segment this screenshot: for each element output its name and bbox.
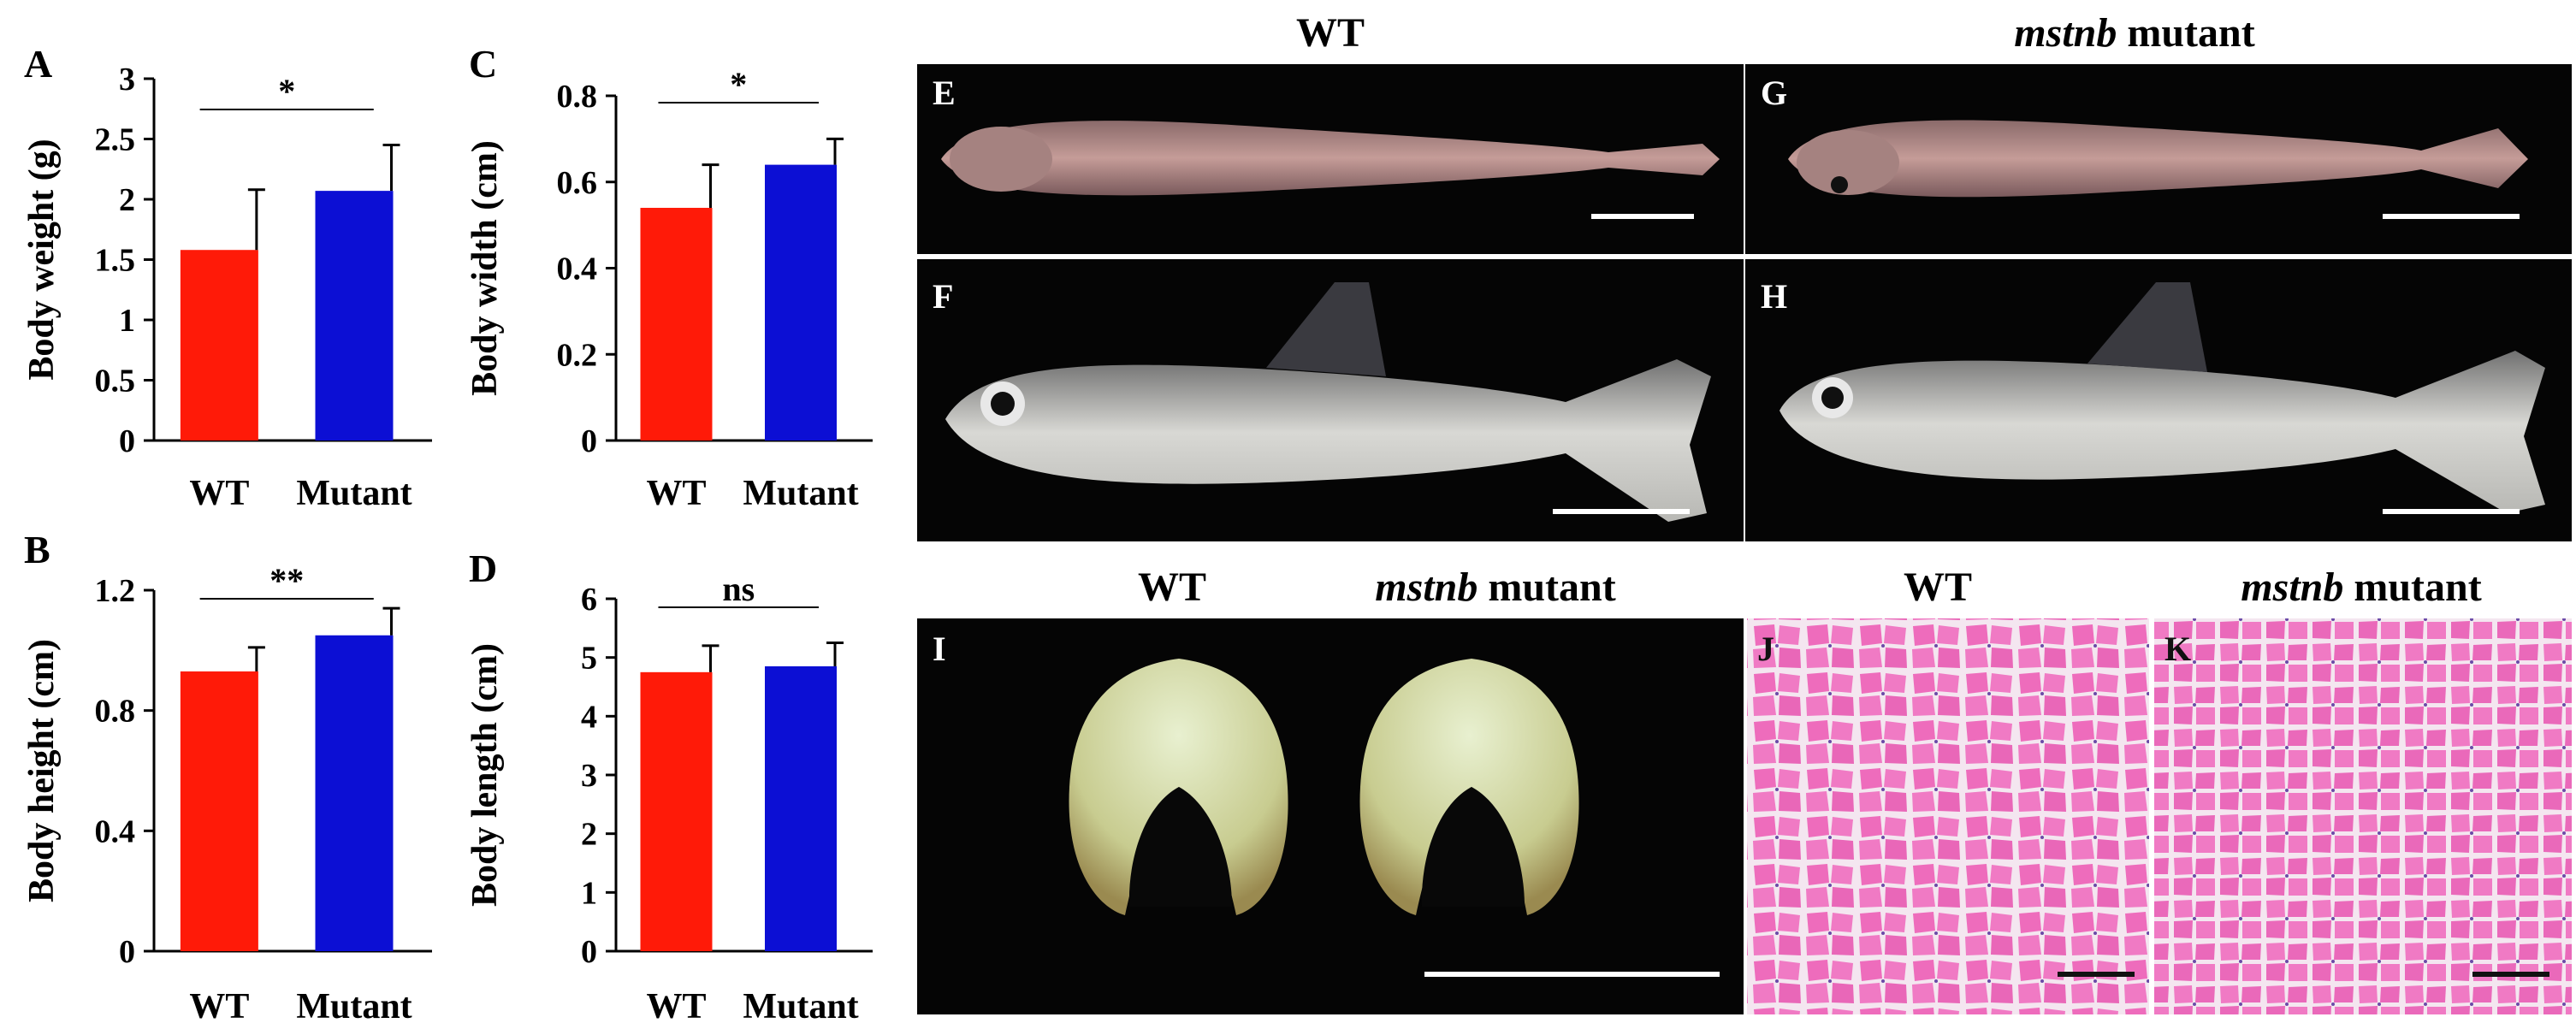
panel-letter-J: J — [1757, 630, 1774, 668]
y-tick-label: 1.5 — [95, 243, 136, 279]
y-tick-label: 0 — [119, 934, 135, 970]
photo-H: H — [1745, 259, 2572, 541]
panel-letter-G: G — [1761, 74, 1787, 112]
y-tick-label: 2.5 — [95, 122, 136, 158]
chart-body-height: 1.2 0.8 0.4 0 Body height (cm) B WT Mutant ** — [22, 528, 432, 1026]
bar-wt — [640, 671, 713, 951]
y-tick-label: 3 — [581, 758, 597, 794]
y-tick-label: 5 — [581, 641, 597, 677]
category-label: Mutant — [296, 474, 412, 513]
y-axis-label: Body height (cm) — [22, 639, 62, 902]
header-mutant-K: mstnb mutant — [2241, 565, 2481, 610]
significance-label: ** — [269, 561, 304, 600]
panel-letter-E: E — [933, 74, 956, 112]
panel-letter-H: H — [1761, 277, 1787, 316]
y-axis-label: Body weight (g) — [22, 139, 62, 380]
panel-letter-C: C — [469, 42, 497, 86]
category-label: WT — [646, 987, 706, 1026]
header-wt-I: WT — [1138, 565, 1206, 610]
category-label: WT — [646, 474, 706, 513]
y-tick-label: 1 — [581, 875, 597, 911]
y-tick-label: 2 — [581, 817, 597, 853]
panel-letter-F: F — [933, 277, 953, 316]
photo-I: I — [917, 618, 1744, 1014]
category-label: Mutant — [743, 474, 858, 513]
category-label: WT — [189, 987, 249, 1026]
y-tick-label: 0 — [119, 423, 135, 459]
header-wt-top: WT — [1296, 10, 1365, 56]
bar-mutant — [315, 635, 394, 951]
y-tick-label: 6 — [581, 582, 597, 618]
bar-wt — [180, 671, 258, 951]
header-wt-J: WT — [1904, 565, 1972, 610]
chart-body-weight: 3 2.5 2 1.5 1 0.5 0 Body weight (g) A WT Mutant * — [22, 42, 432, 513]
category-label: Mutant — [296, 987, 412, 1026]
y-tick-label: 1.2 — [95, 573, 136, 609]
significance-label: * — [730, 65, 747, 103]
significance-label: * — [278, 72, 295, 110]
chart-body-width: 0.8 0.6 0.4 0.2 0 Body width (cm) C WT Mutant * — [465, 42, 873, 513]
bar-wt — [180, 250, 258, 441]
y-tick-label: 0.8 — [557, 79, 598, 115]
y-axis-label: Body width (cm) — [465, 140, 505, 396]
photo-J: J — [1747, 618, 2149, 1014]
photo-G: G — [1745, 64, 2572, 254]
panel-letter-K: K — [2164, 630, 2191, 668]
y-tick-label: 0.4 — [95, 813, 136, 849]
bar-mutant — [765, 164, 837, 441]
y-tick-label: 0.6 — [557, 165, 598, 201]
category-label: Mutant — [743, 987, 858, 1026]
y-tick-label: 0.2 — [557, 337, 598, 373]
y-tick-label: 0.8 — [95, 694, 136, 730]
category-label: WT — [189, 474, 249, 513]
header-mutant-I: mstnb mutant — [1375, 565, 1615, 610]
panel-letter-B: B — [24, 528, 50, 571]
bar-mutant — [765, 665, 837, 951]
y-tick-label: 0 — [581, 423, 597, 459]
photo-K: K — [2154, 618, 2572, 1014]
y-tick-label: 4 — [581, 699, 597, 735]
y-tick-label: 0.4 — [557, 251, 598, 287]
panel-letter-I: I — [933, 630, 946, 668]
significance-label: ns — [722, 570, 755, 608]
y-tick-label: 2 — [119, 182, 135, 218]
panel-letter-A: A — [24, 42, 52, 86]
photo-F: F — [917, 259, 1744, 541]
bar-wt — [640, 207, 713, 441]
y-axis-label: Body length (cm) — [465, 643, 505, 907]
panel-letter-D: D — [469, 547, 497, 590]
header-mutant-top: mstnb mutant — [2014, 10, 2254, 56]
y-tick-label: 1 — [119, 303, 135, 339]
y-tick-label: 0 — [581, 934, 597, 970]
bar-mutant — [315, 191, 394, 441]
chart-body-length: 6 5 4 3 2 1 0 Body length (cm) D WT Mutant ns — [465, 547, 873, 1026]
photo-E: E — [917, 64, 1744, 254]
y-tick-label: 3 — [119, 62, 135, 98]
y-tick-label: 0.5 — [95, 364, 136, 399]
